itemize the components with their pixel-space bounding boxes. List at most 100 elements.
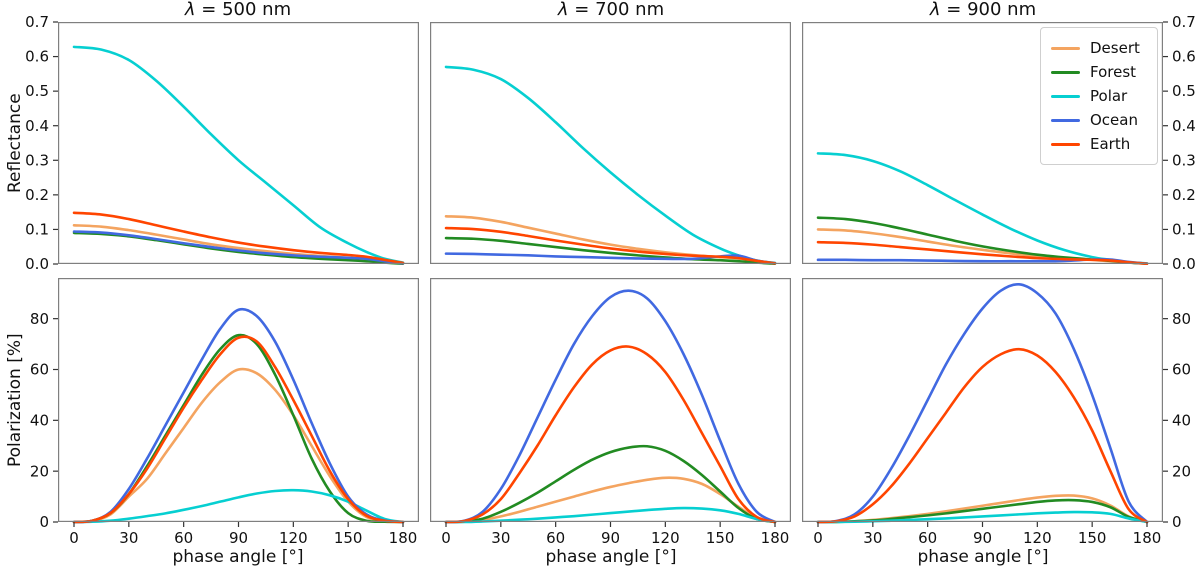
panel-reflectance-500nm: 0.0 0.1 0.2 0.3 0.4 0.5 0.6 0.7 [25, 13, 419, 273]
tick-label: 0 [813, 529, 823, 547]
curve-polar [72, 45, 405, 264]
curve-earth [444, 226, 777, 265]
tick-label: 60 [174, 529, 193, 547]
plot-frame [430, 22, 791, 265]
curve-earth [816, 240, 1149, 265]
legend-label-earth: Earth [1090, 134, 1131, 153]
plot-frame [802, 278, 1163, 523]
tick-label: 0 [39, 513, 49, 531]
ocean-line-swatch [1051, 118, 1080, 122]
plot-frame [430, 278, 791, 523]
curve-desert [444, 476, 777, 524]
tick-label: 90 [973, 529, 992, 547]
tick-label: 0.6 [25, 48, 49, 66]
tick-label: 150 [334, 529, 363, 547]
polar-line-swatch [1051, 94, 1080, 98]
panel-title-900nm: λ = 900 nm [929, 0, 1037, 20]
reflectance-500nm-plot: 0.0 0.1 0.2 0.3 0.4 0.5 0.6 0.7 [25, 13, 419, 273]
curve-ocean [444, 289, 777, 524]
tick-label: 60 [546, 529, 565, 547]
curve-polar [444, 506, 777, 524]
tick-label: 0.2 [25, 186, 49, 204]
tick-label: 40 [1172, 411, 1191, 429]
tick-label: 0.7 [1172, 13, 1196, 31]
legend-entry-polar: Polar [1051, 84, 1151, 108]
curve-polar [444, 65, 777, 265]
tick-label: 150 [1078, 529, 1107, 547]
legend-label-forest: Forest [1090, 62, 1137, 81]
plot-frame [802, 22, 1163, 265]
tick-label: 120 [1023, 529, 1052, 547]
tick-label: 0.5 [1172, 82, 1196, 100]
curve-polar [816, 510, 1149, 524]
tick-label: 80 [1172, 310, 1191, 328]
legend-entry-ocean: Ocean [1051, 108, 1151, 132]
tick-label: 0.0 [1172, 255, 1196, 273]
curve-forest [816, 216, 1149, 265]
legend-label-desert: Desert [1090, 38, 1140, 57]
tick-label: 0.1 [25, 221, 49, 239]
polarization-500nm-plot: 0 20 40 60 80 0 30 60 90 120 150 180 [30, 278, 419, 547]
tick-label: 60 [30, 361, 49, 379]
tick-label: 150 [706, 529, 735, 547]
tick-label: 60 [1172, 361, 1191, 379]
tick-label: 0.3 [25, 151, 49, 169]
tick-label: 30 [863, 529, 882, 547]
plot-frame [58, 278, 419, 523]
earth-line-swatch [1051, 142, 1080, 146]
tick-label: 20 [1172, 462, 1191, 480]
curve-forest [444, 236, 777, 265]
tick-label: 180 [389, 529, 418, 547]
x-axis-label-900nm: phase angle [°] [917, 547, 1049, 567]
tick-label: 90 [229, 529, 248, 547]
panel-polarization-900nm: 0 20 40 60 80 0 30 60 90 120 150 180 [802, 278, 1191, 547]
tick-label: 0 [1172, 513, 1182, 531]
legend: Desert Forest Polar Ocean Earth [1040, 27, 1158, 165]
legend-label-polar: Polar [1090, 86, 1128, 105]
tick-label: 0.7 [25, 13, 49, 31]
curve-forest [444, 444, 777, 524]
tick-label: 120 [279, 529, 308, 547]
tick-label: 60 [918, 529, 937, 547]
tick-label: 0.4 [25, 117, 49, 135]
tick-label: 0.5 [25, 82, 49, 100]
tick-label: 0.0 [25, 255, 49, 273]
panel-reflectance-700nm [430, 22, 791, 265]
y-axis-label-polarization: Polarization [%] [5, 333, 25, 467]
reflectance-700nm-plot [430, 22, 791, 265]
curve-ocean [72, 230, 405, 265]
tick-label: 30 [119, 529, 138, 547]
x-axis-label-700nm: phase angle [°] [545, 547, 677, 567]
curve-earth [816, 347, 1149, 524]
tick-label: 180 [761, 529, 790, 547]
curve-earth [72, 335, 405, 524]
tick-label: 180 [1133, 529, 1162, 547]
polarization-900nm-plot: 0 20 40 60 80 0 30 60 90 120 150 180 [802, 278, 1191, 547]
curve-earth [444, 345, 777, 524]
desert-line-swatch [1051, 46, 1080, 50]
panel-polarization-500nm: 0 20 40 60 80 0 30 60 90 120 150 180 [30, 278, 419, 547]
tick-label: 0.3 [1172, 151, 1196, 169]
tick-label: 0 [441, 529, 451, 547]
x-axis-label-500nm: phase angle [°] [172, 547, 304, 567]
tick-label: 30 [491, 529, 510, 547]
curve-earth [72, 211, 405, 265]
legend-entry-desert: Desert [1051, 36, 1151, 60]
tick-label: 0.2 [1172, 186, 1196, 204]
tick-label: 80 [30, 310, 49, 328]
tick-label: 0.6 [1172, 48, 1196, 66]
plot-frame [58, 22, 419, 265]
tick-label: 40 [30, 411, 49, 429]
curve-ocean [816, 283, 1149, 524]
tick-label: 0.4 [1172, 117, 1196, 135]
legend-entry-forest: Forest [1051, 60, 1151, 84]
legend-label-ocean: Ocean [1090, 110, 1138, 129]
panel-reflectance-900nm: 0.0 0.1 0.2 0.3 0.4 0.5 0.6 0.7 [802, 13, 1196, 273]
forest-line-swatch [1051, 70, 1080, 74]
polarization-700nm-plot: 0 30 60 90 120 150 180 [430, 278, 791, 547]
reflectance-900nm-plot: 0.0 0.1 0.2 0.3 0.4 0.5 0.6 0.7 [802, 13, 1196, 273]
panel-polarization-700nm: 0 30 60 90 120 150 180 [430, 278, 791, 547]
curve-ocean [72, 307, 405, 524]
tick-label: 20 [30, 462, 49, 480]
